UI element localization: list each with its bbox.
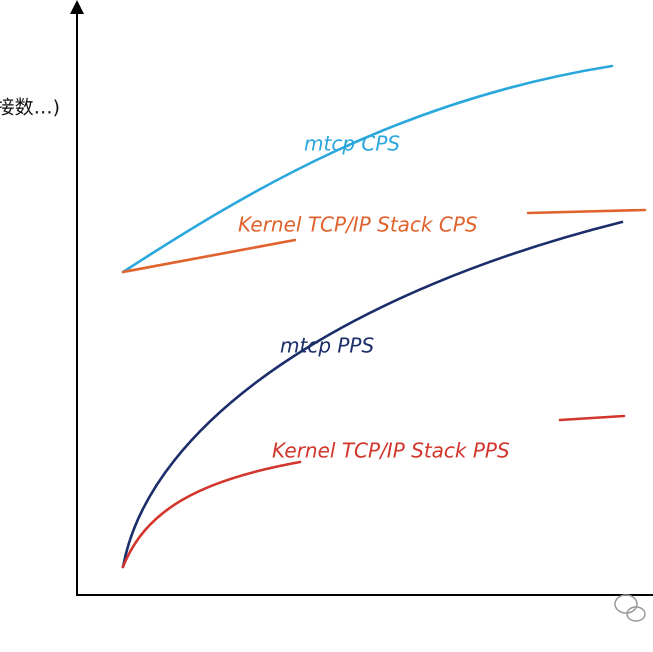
axis-label: 接数…) — [0, 97, 60, 119]
curve-label: mtcp PPS — [280, 334, 374, 358]
curve-label: Kernel TCP/IP Stack CPS — [238, 213, 478, 237]
curve-label: Kernel TCP/IP Stack PPS — [272, 439, 510, 463]
watermark-icon — [614, 594, 646, 622]
y-axis-arrow — [70, 0, 84, 14]
mtcp-cps-curve — [121, 64, 614, 274]
curve-label: mtcp CPS — [304, 132, 400, 156]
kernel-cps-curve — [121, 208, 647, 274]
mtcp-pps-curve — [121, 220, 624, 569]
kernel-pps-curve — [121, 414, 626, 569]
